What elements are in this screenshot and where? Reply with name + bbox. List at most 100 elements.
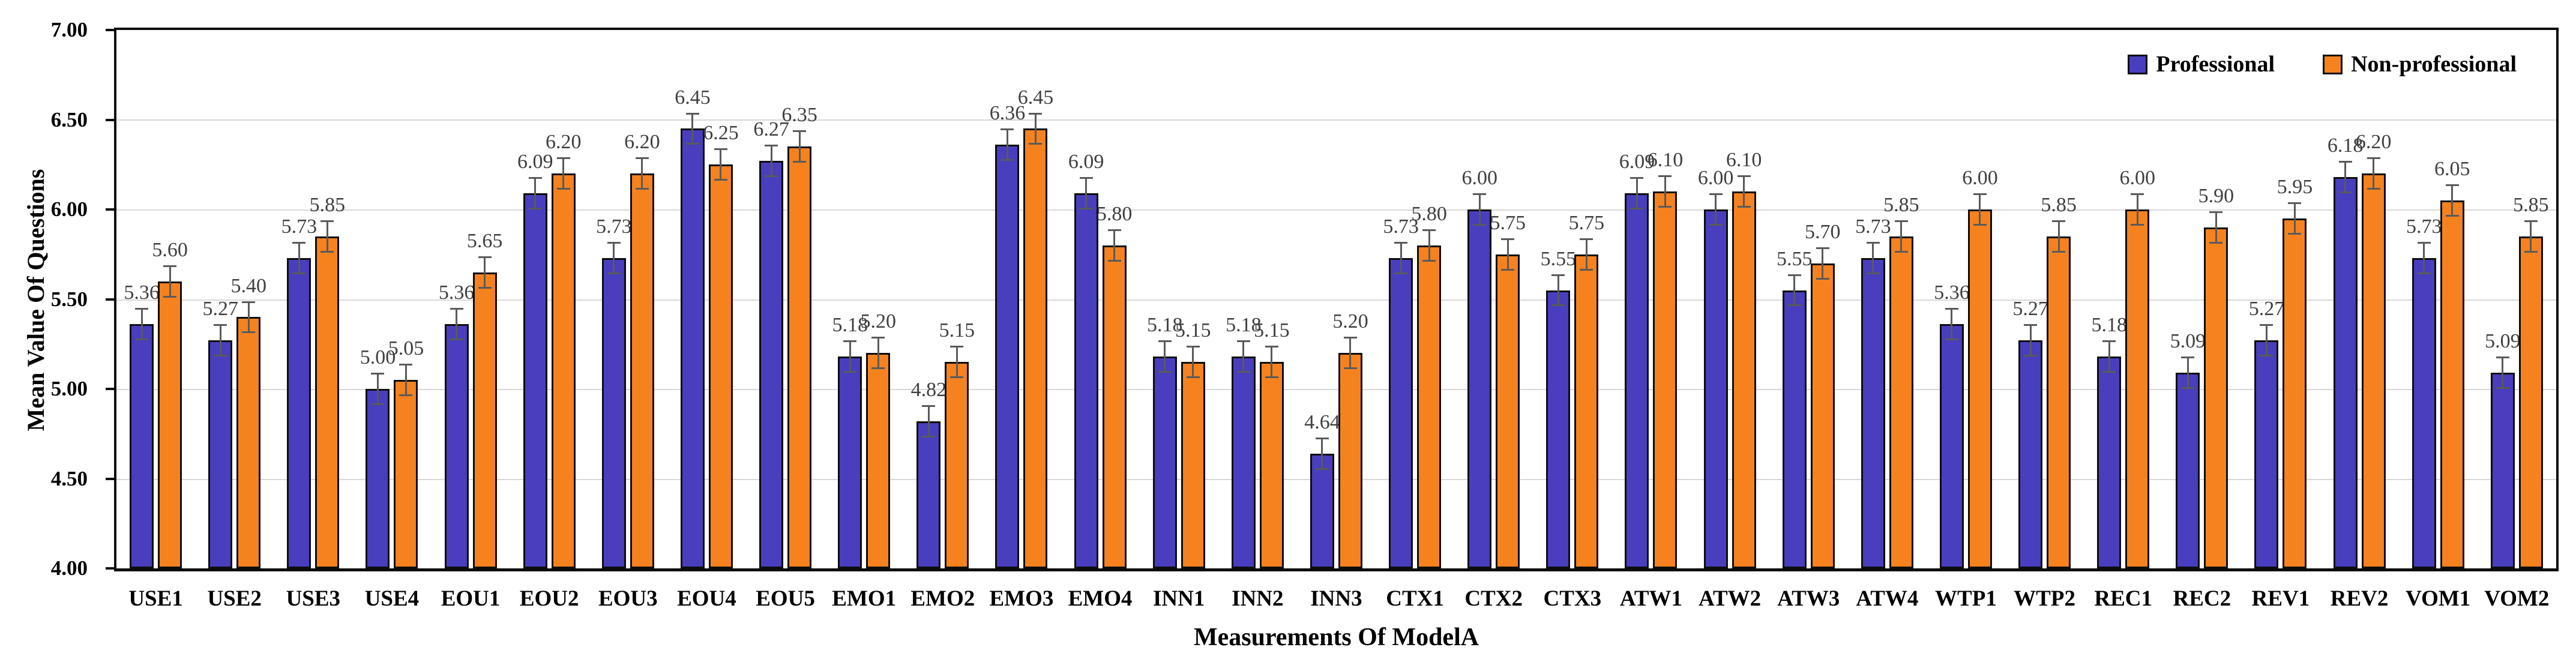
data-label: 6.00 — [1461, 167, 1497, 190]
data-label: 5.55 — [1776, 247, 1813, 270]
bar-non-professional — [1338, 353, 1362, 568]
bar-group-eou3: 5.73 6.20 — [589, 30, 667, 568]
data-label: 6.25 — [703, 122, 739, 145]
error-bar — [1473, 193, 1487, 226]
data-label: 6.20 — [545, 131, 582, 154]
x-category-label-rec2: REC2 — [2173, 586, 2231, 611]
error-bar — [2367, 157, 2380, 190]
bar-slot: 5.15 — [939, 30, 975, 568]
data-label: 6.09 — [1619, 151, 1655, 173]
data-label: 5.80 — [1096, 202, 1133, 225]
bar-group-wtp1: 5.36 6.00 — [1927, 30, 2005, 568]
bar-group-vom2: 5.09 5.85 — [2478, 30, 2556, 568]
data-label: 5.00 — [360, 346, 396, 369]
error-bar — [607, 241, 621, 274]
bar-slot: 6.09 — [1068, 30, 1104, 568]
bar-slot: 5.05 — [388, 30, 424, 568]
bar-group-inn2: 5.18 5.15 — [1218, 30, 1297, 568]
bar-non-professional — [2440, 200, 2464, 568]
data-label: 6.20 — [2355, 131, 2392, 154]
bar-slot: 5.90 — [2198, 30, 2234, 568]
bar-group-inn1: 5.18 5.15 — [1140, 30, 1218, 568]
error-bar — [1973, 193, 1987, 226]
x-category-label-rec1: REC1 — [2094, 586, 2152, 611]
bar-slot: 5.70 — [1805, 30, 1840, 568]
data-label: 5.73 — [1383, 215, 1419, 238]
bar-non-professional — [315, 236, 340, 568]
error-bar — [1158, 340, 1172, 373]
x-category-label-ctx2: CTX2 — [1464, 586, 1523, 611]
y-tick-label: 4.00 — [50, 556, 88, 580]
error-bar — [1630, 177, 1644, 210]
bar-professional — [1231, 357, 1256, 568]
bar-professional — [1389, 257, 1413, 568]
x-category-label-atw2: ATW2 — [1698, 586, 1762, 611]
bar-professional — [444, 324, 469, 568]
bar-group-rec2: 5.09 5.90 — [2162, 30, 2241, 568]
bar-group-rec1: 5.18 6.00 — [2084, 30, 2162, 568]
bar-slot: 5.80 — [1097, 30, 1132, 568]
error-bar — [214, 324, 227, 357]
data-label: 5.15 — [1175, 319, 1211, 342]
bar-group-inn3: 4.64 5.20 — [1297, 30, 1376, 568]
bar-professional — [916, 421, 941, 568]
x-category-label-ctx1: CTX1 — [1386, 586, 1444, 611]
error-bar — [2338, 161, 2352, 194]
bar-professional — [366, 389, 390, 568]
bar-group-emo3: 6.36 6.45 — [982, 30, 1061, 568]
y-tick-mark — [106, 118, 114, 121]
bar-group-use4: 5.00 5.05 — [352, 30, 431, 568]
bar-slot: 6.20 — [624, 30, 660, 568]
bar-professional — [2412, 257, 2436, 568]
bar-slot: 5.18 — [1226, 30, 1262, 568]
data-label: 5.09 — [2485, 330, 2521, 353]
bar-non-professional — [1417, 245, 1442, 568]
data-label: 6.09 — [517, 151, 553, 173]
error-bar — [1107, 229, 1121, 262]
bar-slot: 5.80 — [1411, 30, 1447, 568]
data-label: 6.27 — [753, 118, 789, 141]
bar-slot: 5.27 — [2012, 30, 2048, 568]
error-bar — [2181, 357, 2195, 390]
error-bar — [2024, 324, 2038, 357]
error-bar — [2131, 193, 2144, 226]
data-label: 5.20 — [860, 310, 896, 333]
bar-non-professional — [2283, 218, 2307, 568]
error-bar — [2102, 340, 2116, 373]
error-bar — [399, 364, 413, 396]
data-label: 5.73 — [596, 215, 632, 238]
x-category-label-atw1: ATW1 — [1619, 586, 1683, 611]
bar-non-professional — [708, 164, 733, 568]
bar-slot: 6.00 — [1461, 30, 1497, 568]
bar-professional — [2097, 357, 2122, 568]
bar-slot: 5.73 — [596, 30, 632, 568]
gridline — [116, 299, 2556, 301]
bar-slot: 5.95 — [2277, 30, 2313, 568]
bar-group-use3: 5.73 5.85 — [274, 30, 352, 568]
x-category-label-eou3: EOU3 — [598, 586, 658, 611]
error-bar — [478, 256, 492, 289]
x-category-label-vom2: VOM2 — [2484, 586, 2550, 611]
data-label: 5.18 — [2091, 314, 2127, 337]
bar-professional — [2018, 340, 2043, 568]
bar-group-eou4: 6.45 6.25 — [667, 30, 746, 568]
bar-professional — [523, 193, 547, 568]
bar-slot: 5.36 — [124, 30, 160, 568]
error-bar — [1265, 346, 1278, 379]
gridline — [116, 119, 2556, 121]
bar-slot: 6.35 — [781, 30, 817, 568]
data-label: 6.10 — [1647, 149, 1684, 172]
legend-label-non-professional: Non-professional — [2351, 52, 2517, 77]
error-bar — [1001, 128, 1014, 161]
data-label: 5.15 — [939, 319, 975, 342]
bar-professional — [2176, 373, 2200, 568]
x-category-label-emo1: EMO1 — [832, 586, 897, 611]
error-bar — [1787, 274, 1801, 307]
y-tick-mark — [106, 477, 114, 480]
error-bar — [135, 308, 149, 341]
bar-professional — [1703, 209, 1728, 568]
bar-non-professional — [1810, 263, 1835, 568]
error-bar — [2496, 357, 2509, 390]
bar-professional — [838, 357, 862, 568]
x-category-label-vom1: VOM1 — [2406, 586, 2471, 611]
